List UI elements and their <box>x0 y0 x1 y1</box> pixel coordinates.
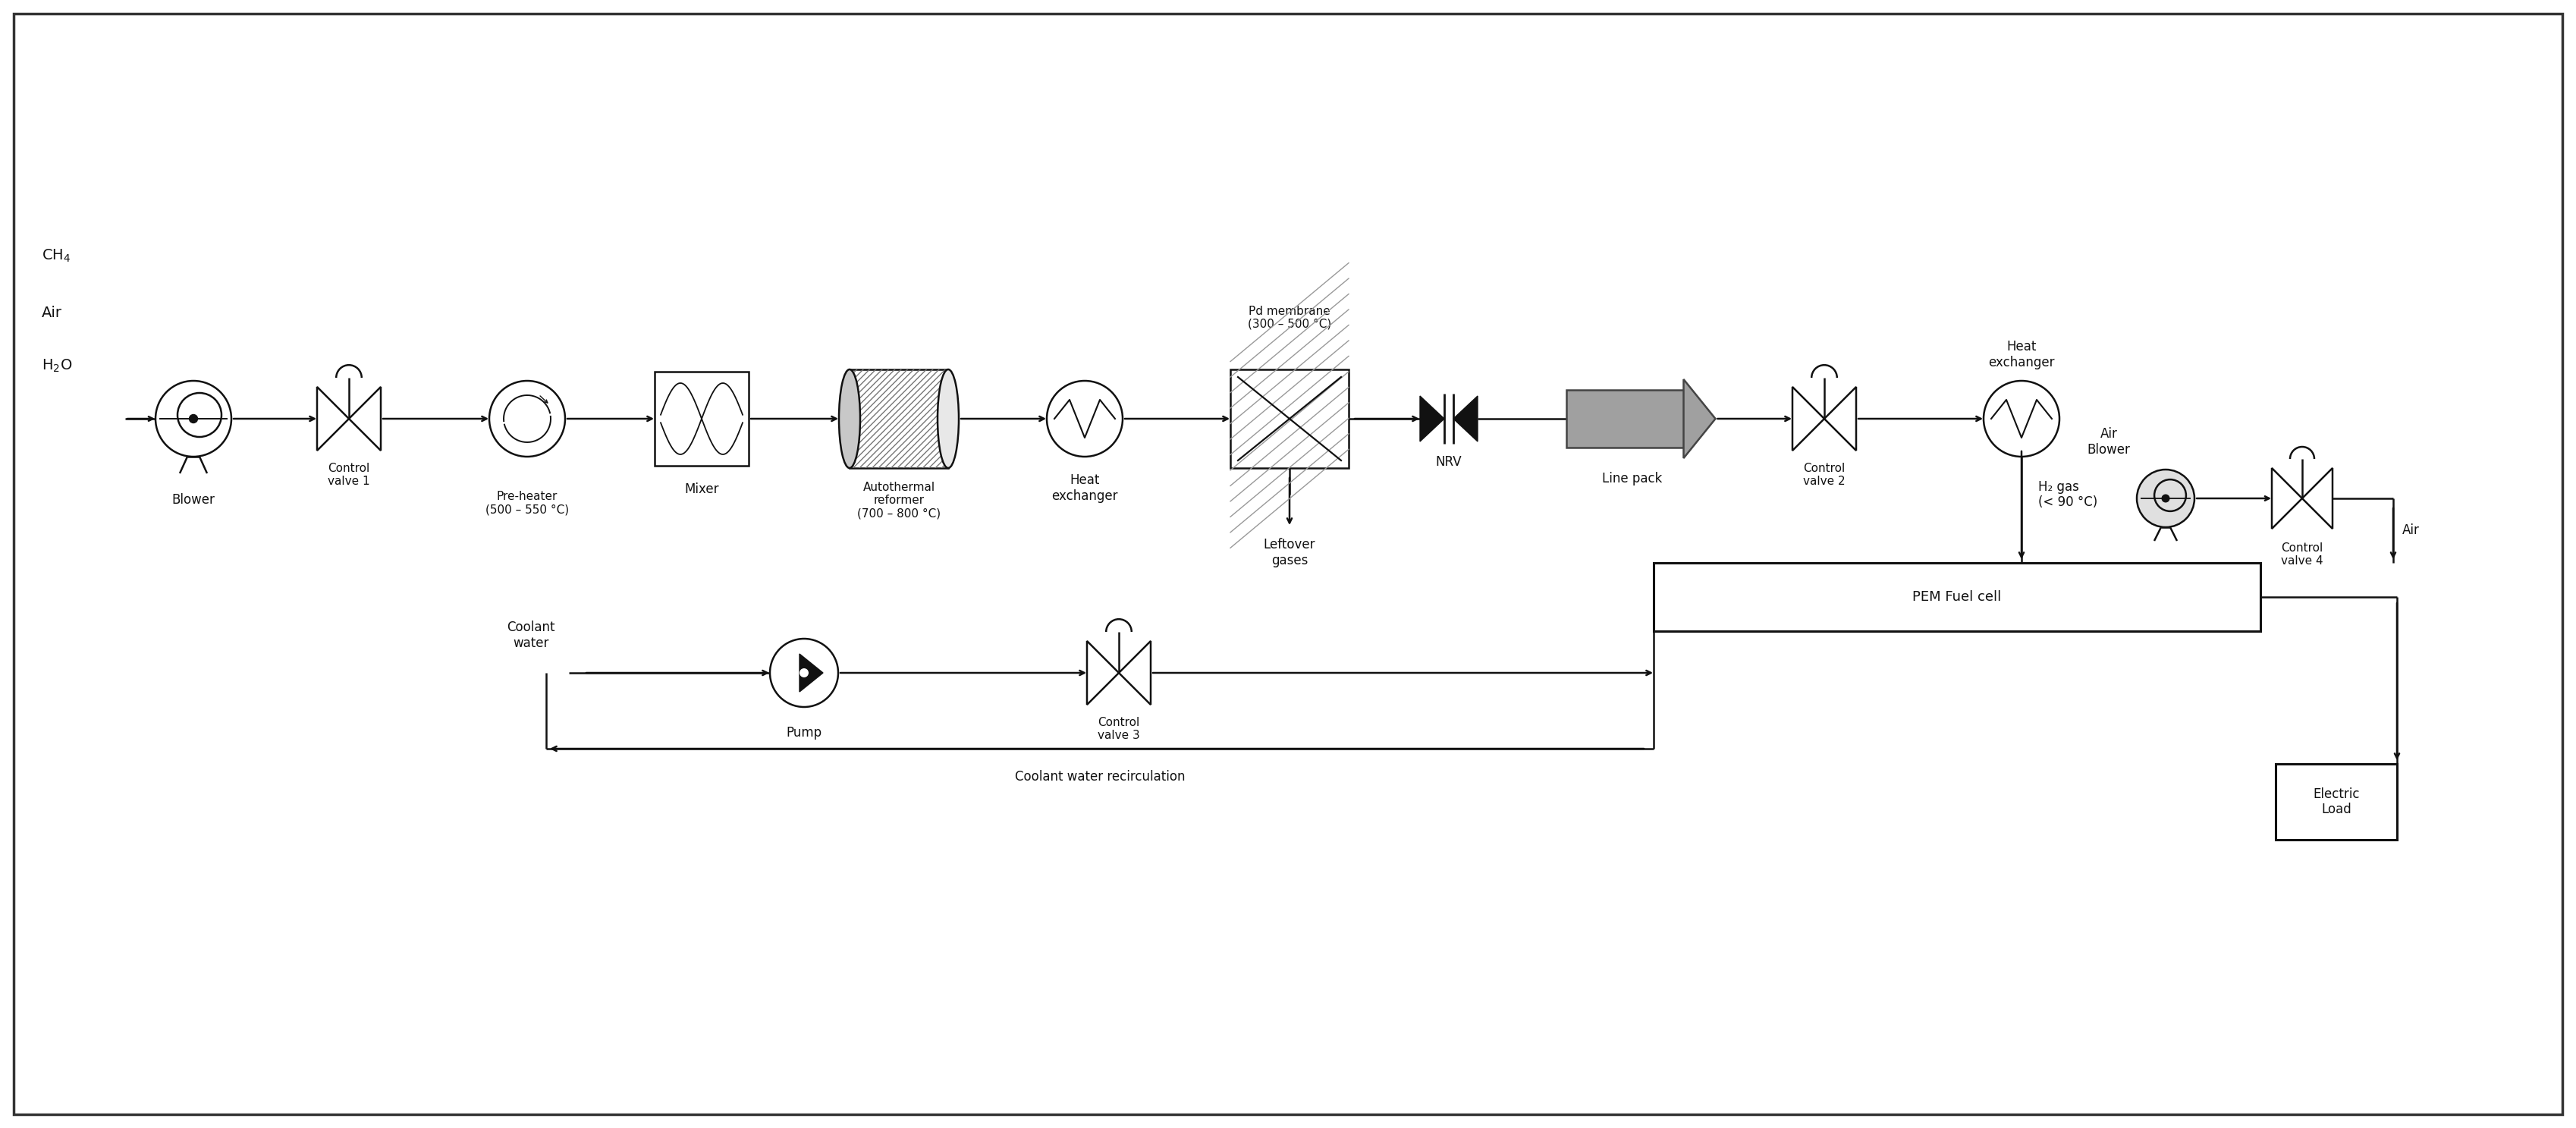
Polygon shape <box>1087 641 1118 705</box>
Ellipse shape <box>938 370 958 468</box>
Text: Pump: Pump <box>786 726 822 740</box>
Polygon shape <box>1685 379 1716 458</box>
Text: Air: Air <box>2403 523 2419 537</box>
Text: CH$_4$: CH$_4$ <box>41 247 70 264</box>
Text: PEM Fuel cell: PEM Fuel cell <box>1911 590 2002 603</box>
Circle shape <box>2161 495 2169 502</box>
Polygon shape <box>1793 387 1824 450</box>
Text: Air
Blower: Air Blower <box>2087 428 2130 457</box>
Text: Control
valve 3: Control valve 3 <box>1097 717 1141 741</box>
Text: Leftover
gases: Leftover gases <box>1265 538 1316 567</box>
Text: Coolant water recirculation: Coolant water recirculation <box>1015 770 1185 784</box>
Circle shape <box>799 668 809 678</box>
Text: Autothermal
reformer
(700 – 800 °C): Autothermal reformer (700 – 800 °C) <box>858 482 940 520</box>
Text: NRV: NRV <box>1435 455 1463 469</box>
Text: Mixer: Mixer <box>685 483 719 496</box>
Polygon shape <box>2272 468 2303 529</box>
Polygon shape <box>1118 641 1151 705</box>
Text: Heat
exchanger: Heat exchanger <box>1989 340 2056 370</box>
Circle shape <box>188 415 198 423</box>
Bar <box>2275 764 2398 839</box>
Text: Air: Air <box>41 306 62 319</box>
Circle shape <box>178 393 222 437</box>
Text: Control
valve 1: Control valve 1 <box>327 462 371 487</box>
Polygon shape <box>2303 468 2331 529</box>
Bar <box>1654 563 2262 632</box>
Text: Control
valve 4: Control valve 4 <box>2282 543 2324 567</box>
Text: H₂ gas
(< 90 °C): H₂ gas (< 90 °C) <box>2038 479 2097 510</box>
Polygon shape <box>1419 396 1445 441</box>
Bar <box>850 370 948 468</box>
Circle shape <box>155 381 232 457</box>
Circle shape <box>2154 479 2187 511</box>
Circle shape <box>1046 381 1123 457</box>
Text: Control
valve 2: Control valve 2 <box>1803 462 1844 487</box>
Circle shape <box>2138 469 2195 527</box>
Polygon shape <box>799 654 822 691</box>
Text: Electric
Load: Electric Load <box>2313 787 2360 817</box>
Circle shape <box>1984 381 2058 457</box>
Text: Blower: Blower <box>173 493 214 506</box>
Polygon shape <box>1453 396 1479 441</box>
Bar <box>1231 370 1350 468</box>
Bar <box>1566 390 1685 448</box>
Polygon shape <box>1824 387 1857 450</box>
Text: Coolant
water: Coolant water <box>507 620 554 650</box>
Polygon shape <box>348 387 381 450</box>
Ellipse shape <box>840 370 860 468</box>
Text: Heat
exchanger: Heat exchanger <box>1051 474 1118 503</box>
Bar <box>850 370 948 468</box>
Polygon shape <box>317 387 348 450</box>
Circle shape <box>489 381 564 457</box>
Text: Pd membrane
(300 – 500 °C): Pd membrane (300 – 500 °C) <box>1247 306 1332 331</box>
Bar <box>654 372 750 466</box>
Text: H$_2$O: H$_2$O <box>41 358 72 373</box>
Text: Line pack: Line pack <box>1602 472 1662 485</box>
Circle shape <box>770 638 837 707</box>
Text: Pre-heater
(500 – 550 °C): Pre-heater (500 – 550 °C) <box>484 491 569 515</box>
